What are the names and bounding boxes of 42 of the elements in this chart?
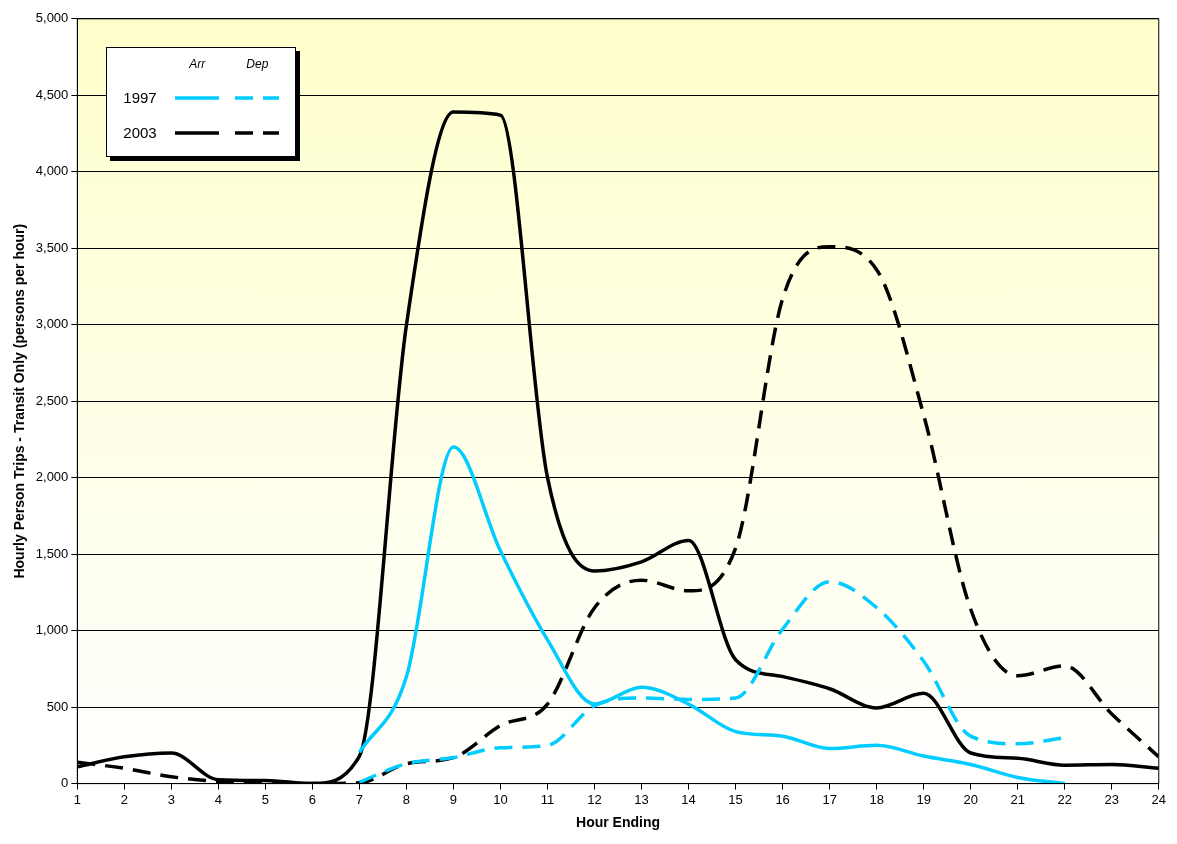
y-tick-label: 3,000	[35, 316, 69, 332]
x-tick-label: 14	[681, 791, 696, 807]
y-tick-label: 4,000	[35, 163, 69, 179]
y-tick-label: 2,500	[35, 392, 69, 408]
y-tick-label: 2,000	[35, 469, 69, 485]
y-tick-label: 500	[46, 698, 69, 714]
x-tick-label: 6	[308, 791, 317, 807]
x-tick-label: 2	[120, 791, 128, 807]
y-tick-label: 5,000	[35, 10, 69, 26]
x-tick-label: 20	[963, 791, 978, 807]
x-tick-label: 24	[1151, 791, 1166, 807]
y-tick-label: 1,000	[35, 622, 69, 638]
x-tick-label: 21	[1010, 791, 1025, 807]
x-tick-label: 4	[214, 791, 223, 807]
y-tick-label: 3,500	[35, 239, 69, 255]
x-tick-label: 15	[728, 791, 743, 807]
x-tick-label: 12	[587, 791, 602, 807]
legend-label: 2003	[123, 124, 158, 142]
y-tick-label: 1,500	[35, 545, 69, 561]
x-tick-label: 5	[261, 791, 270, 807]
y-axis-title: Hourly Person Trips - Transit Only (persons per hour)	[11, 223, 28, 579]
x-tick-label: 3	[167, 791, 175, 807]
annotation: Arr	[188, 56, 207, 71]
annotation: Dep	[245, 56, 270, 71]
y-tick-label: 4,500	[35, 86, 69, 102]
x-tick-label: 8	[402, 791, 411, 807]
x-tick-label: 11	[540, 791, 555, 807]
x-tick-label: 23	[1104, 791, 1119, 807]
x-tick-label: 7	[355, 791, 364, 807]
x-tick-label: 16	[775, 791, 790, 807]
x-axis-title: Hour Ending	[576, 814, 661, 831]
x-tick-label: 19	[916, 791, 931, 807]
x-tick-label: 22	[1057, 791, 1072, 807]
x-tick-label: 17	[822, 791, 837, 807]
x-tick-label: 13	[634, 791, 649, 807]
legend-label: 1997	[123, 89, 158, 107]
line-series	[357, 445, 1067, 784]
x-tick-label: 1	[73, 791, 81, 807]
x-tick-label: 10	[493, 791, 508, 807]
x-tick-label: 18	[869, 791, 884, 807]
x-tick-label: 9	[449, 791, 458, 807]
y-tick-label: 0	[61, 775, 69, 791]
